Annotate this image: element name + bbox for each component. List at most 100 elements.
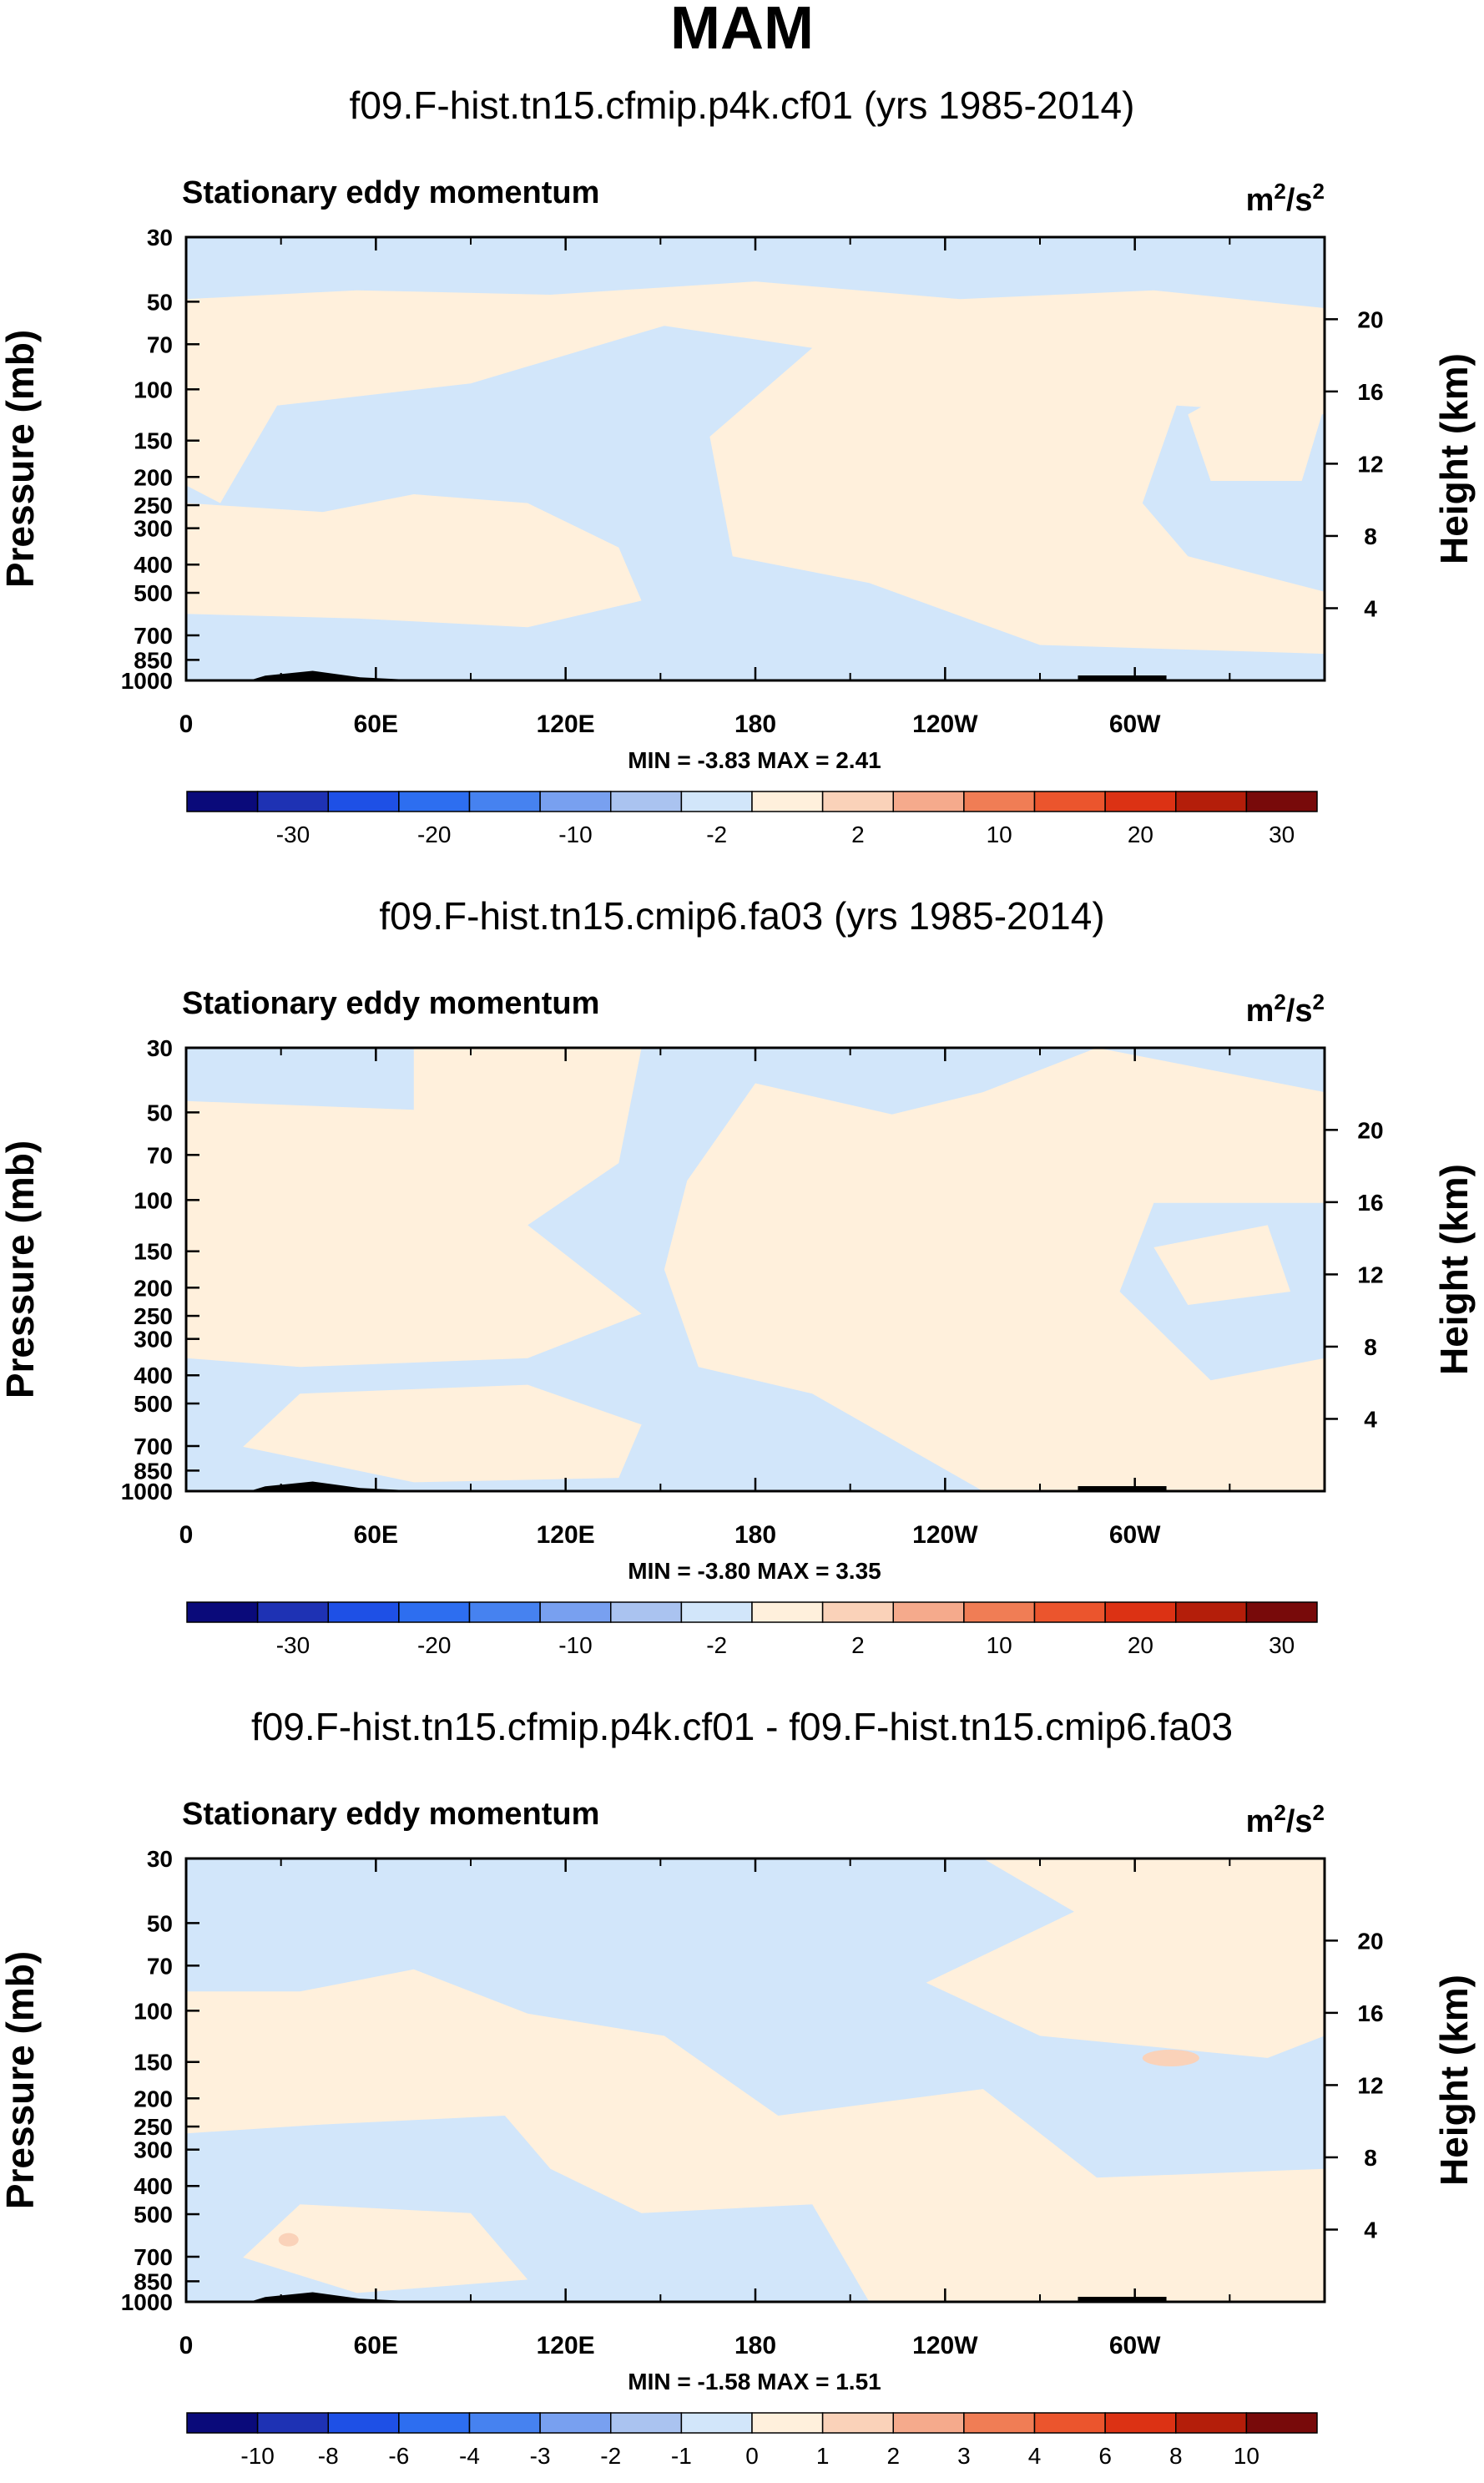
y-tick-label: 500 — [134, 1391, 173, 1417]
x-tick-label: 60E — [354, 2332, 398, 2359]
colorbar-swatch — [539, 1601, 612, 1623]
colorbar-label: -1 — [671, 2443, 692, 2469]
colorbar-label: -20 — [417, 1632, 451, 1658]
colorbar-swatch — [1104, 2412, 1177, 2434]
colorbar-swatch — [1245, 1601, 1318, 1623]
colorbar-swatch — [892, 1601, 965, 1623]
units-part: 2 — [1313, 989, 1325, 1014]
y2-tick-label: 4 — [1364, 2217, 1377, 2243]
colorbar-label: 0 — [745, 2443, 759, 2469]
y-tick-label: 850 — [134, 1458, 173, 1484]
anomaly-max-region — [1142, 2049, 1199, 2066]
units-part: m — [1246, 183, 1275, 218]
units-label: m2/s2 — [1246, 179, 1325, 218]
x-tick-label: 120E — [537, 711, 595, 738]
colorbar-swatch — [1033, 791, 1106, 812]
colorbar-label: 1 — [816, 2443, 830, 2469]
y-tick-label: 300 — [134, 1327, 173, 1353]
y-tick-label: 150 — [134, 428, 173, 454]
y2-axis-title: Height (km) — [1432, 353, 1476, 564]
colorbar-label: 2 — [886, 2443, 900, 2469]
colorbar-swatch — [398, 2412, 471, 2434]
units-label: m2/s2 — [1246, 989, 1325, 1029]
colorbar-label: 30 — [1269, 822, 1295, 847]
y2-tick-label: 8 — [1364, 1334, 1377, 1360]
topography — [186, 1481, 440, 1491]
colorbar-label: 2 — [851, 822, 865, 847]
y-tick-label: 250 — [134, 2114, 173, 2140]
positive-anomaly-region — [186, 1858, 1325, 2302]
chart-title: f09.F-hist.tn15.cfmip.p4k.cf01 (yrs 1985… — [350, 83, 1135, 127]
y-tick-label: 200 — [134, 464, 173, 490]
y-tick-label: 700 — [134, 2244, 173, 2270]
units-part: 2 — [1274, 989, 1285, 1014]
colorbar-swatch — [892, 2412, 965, 2434]
colorbar-label: 3 — [957, 2443, 971, 2469]
chart-title: f09.F-hist.tn15.cmip6.fa03 (yrs 1985-201… — [379, 894, 1104, 938]
y2-tick-label: 4 — [1364, 1406, 1377, 1432]
positive-anomaly-region — [243, 1384, 642, 1483]
colorbar-swatch — [610, 791, 683, 812]
x-tick-label: 0 — [179, 2332, 194, 2359]
chart-title: f09.F-hist.tn15.cfmip.p4k.cf01 - f09.F-h… — [251, 1705, 1233, 1748]
topography — [1078, 1486, 1167, 1491]
units-part: 2 — [1313, 1800, 1325, 1825]
colorbar-swatch — [1175, 2412, 1248, 2434]
y-tick-label: 1000 — [121, 668, 173, 694]
x-tick-label: 120E — [537, 1521, 595, 1549]
colorbar-swatch — [892, 791, 965, 812]
y-tick-label: 50 — [147, 289, 173, 315]
y-tick-label: 150 — [134, 1239, 173, 1265]
y-tick-label: 70 — [147, 1953, 173, 1979]
y-tick-label: 700 — [134, 623, 173, 649]
y-tick-label: 100 — [134, 377, 173, 402]
colorbar-label: -2 — [706, 822, 727, 847]
y2-tick-label: 4 — [1364, 595, 1377, 621]
colorbar-label: 8 — [1169, 2443, 1183, 2469]
y-tick-label: 500 — [134, 580, 173, 606]
y2-tick-label: 16 — [1357, 379, 1383, 405]
y-tick-label: 1000 — [121, 1479, 173, 1504]
y2-tick-label: 12 — [1357, 451, 1383, 477]
colorbar-swatch — [1245, 2412, 1318, 2434]
y2-axis-title: Height (km) — [1432, 1164, 1476, 1375]
y-tick-label: 700 — [134, 1434, 173, 1459]
colorbar-swatch — [468, 791, 541, 812]
y-tick-label: 400 — [134, 552, 173, 578]
x-tick-label: 60E — [354, 711, 398, 738]
min-max-stats: MIN = -1.58 MAX = 1.51 — [628, 2369, 881, 2395]
colorbar-label: -10 — [558, 822, 592, 847]
topography — [1078, 675, 1167, 680]
x-tick-label: 60W — [1109, 2332, 1161, 2359]
positive-anomaly-region — [869, 361, 938, 548]
y-tick-label: 200 — [134, 2086, 173, 2111]
y-tick-label: 250 — [134, 1303, 173, 1329]
colorbar-swatch — [680, 2412, 753, 2434]
topography — [1078, 2297, 1167, 2302]
colorbar-label: -30 — [276, 822, 310, 847]
colorbar-swatch — [468, 1601, 541, 1623]
positive-anomaly-region — [186, 494, 642, 628]
chart-panel-3: f09.F-hist.tn15.cfmip.p4k.cf01 - f09.F-h… — [0, 1705, 1476, 2469]
positive-anomaly-region — [1188, 370, 1325, 481]
x-tick-label: 120W — [912, 2332, 978, 2359]
colorbar-swatch — [1033, 1601, 1106, 1623]
positive-anomaly-region — [243, 2204, 528, 2293]
field-label: Stationary eddy momentum — [182, 175, 599, 210]
min-max-stats: MIN = -3.83 MAX = 2.41 — [628, 747, 881, 773]
colorbar-label: 30 — [1269, 1632, 1295, 1658]
colorbar-swatch — [963, 2412, 1036, 2434]
colorbar-swatch — [751, 1601, 824, 1623]
colorbar-label: 10 — [987, 1632, 1012, 1658]
colorbar-swatch — [610, 1601, 683, 1623]
y-tick-label: 250 — [134, 493, 173, 518]
y-axis-title: Pressure (mb) — [0, 330, 42, 588]
anomaly-small-region — [278, 2233, 299, 2247]
colorbar-swatch — [821, 791, 894, 812]
colorbar-label: -3 — [530, 2443, 551, 2469]
y-axis-title: Pressure (mb) — [0, 1951, 42, 2209]
colorbar-label: 20 — [1128, 1632, 1153, 1658]
topography — [186, 2292, 440, 2302]
positive-anomaly-region — [926, 1858, 1325, 2058]
y-tick-label: 200 — [134, 1275, 173, 1301]
